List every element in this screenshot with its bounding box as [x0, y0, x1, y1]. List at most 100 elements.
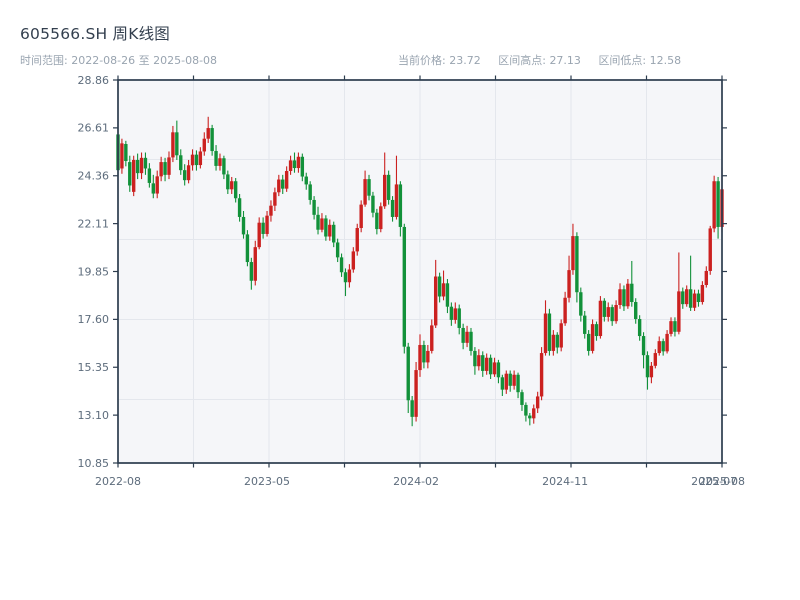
candle-up — [284, 171, 289, 189]
candle-down — [390, 199, 395, 217]
candle-down — [226, 174, 230, 190]
candle-up — [559, 323, 563, 348]
candle-up — [186, 165, 191, 181]
candle-down — [182, 170, 187, 181]
x-tick-label: 2024-11 — [542, 475, 588, 488]
y-tick-label: 13.10 — [78, 409, 110, 422]
candle-down — [339, 257, 344, 273]
candle-down — [488, 357, 493, 375]
y-tick-label: 10.85 — [78, 457, 110, 470]
candle-down — [583, 315, 587, 334]
candle-up — [441, 283, 446, 297]
candle-up — [131, 159, 136, 192]
candle-up — [571, 236, 575, 271]
candle-down — [304, 176, 308, 185]
candle-up — [614, 304, 618, 322]
candle-down — [496, 362, 501, 378]
candle-up — [563, 297, 567, 324]
candle-down — [641, 336, 646, 356]
candle-down — [398, 184, 403, 227]
candle-down — [688, 289, 693, 308]
x-tick-label: 2024-02 — [393, 475, 439, 488]
candle-up — [692, 293, 697, 308]
candle-up — [504, 373, 508, 390]
candle-down — [316, 214, 320, 230]
candle-down — [371, 195, 375, 213]
candle-up — [418, 344, 422, 371]
candle-up — [320, 218, 324, 230]
candle-down — [406, 346, 410, 401]
candle-down — [473, 350, 477, 367]
candle-up — [669, 321, 673, 334]
candle-down — [445, 283, 450, 307]
candle-up — [685, 289, 689, 305]
candle-up — [379, 206, 383, 230]
range-low-value: 12.58 — [649, 54, 682, 67]
candle-down — [292, 160, 297, 169]
x-tick-label: 2025-07 — [691, 475, 737, 488]
candle-up — [606, 307, 610, 317]
candle-up — [155, 176, 159, 194]
candle-down — [308, 184, 312, 200]
candle-up — [120, 143, 124, 169]
candle-down — [524, 404, 528, 416]
candle-up — [171, 132, 175, 158]
candle-down — [233, 181, 238, 199]
candle-up — [288, 160, 293, 172]
candle-down — [681, 291, 685, 305]
candle-up — [598, 300, 603, 337]
range-high-value: 27.13 — [549, 54, 581, 67]
y-tick-label: 15.35 — [78, 361, 110, 374]
candle-down — [410, 400, 414, 417]
y-tick-label: 28.86 — [78, 74, 110, 87]
candle-down — [222, 158, 226, 175]
candle-down — [457, 308, 461, 328]
candle-up — [273, 192, 277, 206]
candle-up — [296, 156, 301, 169]
candle-down — [128, 162, 132, 186]
candle-up — [394, 184, 399, 217]
candle-up — [351, 251, 356, 270]
candle-up — [167, 157, 171, 175]
candle-down — [630, 283, 634, 303]
candle-down — [335, 242, 340, 258]
candle-down — [547, 313, 552, 351]
candle-up — [543, 313, 548, 354]
candle-up — [700, 285, 705, 303]
candle-down — [575, 236, 579, 293]
candle-up — [626, 283, 630, 307]
candle-down — [194, 154, 199, 166]
candle-up — [363, 179, 367, 205]
time-range-label: 时间范围: 2022-08-26 至 2025-08-08 — [20, 54, 218, 67]
candle-up — [359, 204, 363, 229]
candle-down — [528, 415, 532, 419]
candle-up — [328, 224, 332, 237]
candle-down — [332, 224, 336, 243]
candle-up — [477, 355, 481, 367]
candle-up — [618, 289, 622, 305]
page-title: 605566.SH 周K线图 — [20, 25, 170, 43]
candle-down — [300, 156, 305, 177]
candle-down — [437, 276, 442, 297]
x-tick-label: 2022-08 — [95, 475, 141, 488]
candle-down — [312, 199, 316, 215]
candle-down — [586, 333, 591, 351]
candle-down — [179, 155, 183, 171]
candle-down — [151, 183, 155, 194]
candle-down — [241, 216, 246, 235]
candle-down — [147, 168, 152, 183]
candle-down — [367, 179, 371, 196]
candle-up — [539, 353, 544, 397]
candle-down — [175, 132, 179, 156]
y-tick-label: 22.11 — [78, 217, 110, 230]
candle-up — [430, 325, 434, 351]
candle-up — [202, 138, 206, 152]
candle-down — [324, 218, 328, 237]
range-low-label: 区间低点: — [598, 54, 647, 67]
candle-down — [214, 151, 218, 166]
candle-down — [281, 179, 285, 189]
candle-down — [245, 234, 250, 263]
candle-down — [124, 144, 128, 162]
